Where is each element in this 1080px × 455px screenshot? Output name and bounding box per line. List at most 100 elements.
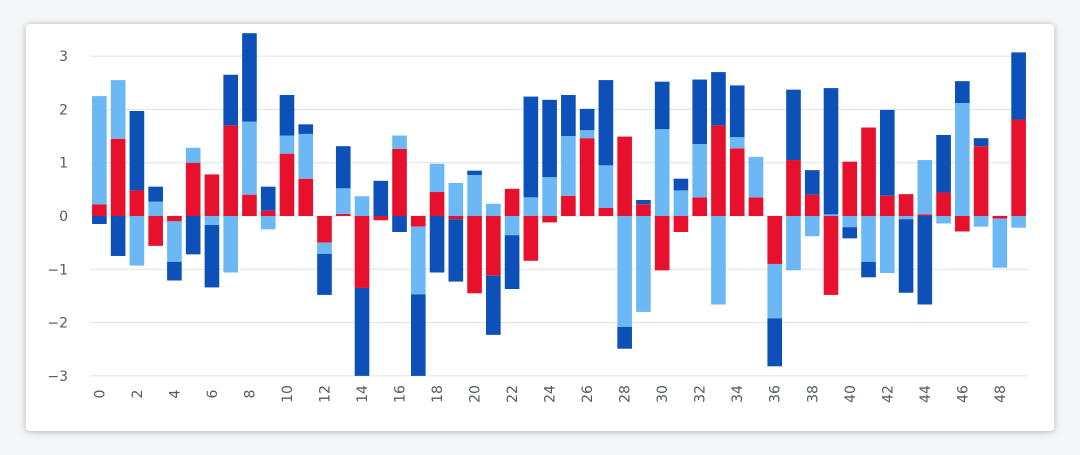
bar-series_2-3 (148, 201, 163, 216)
bar-series_2-8 (242, 121, 257, 195)
bar-series_3-29 (636, 200, 651, 205)
bar-series_3-2 (129, 111, 145, 191)
bar-series_1-44 (917, 214, 933, 216)
bar-series_3-30 (654, 81, 670, 130)
x-tick-label: 2 (130, 390, 146, 399)
y-tick-label: 3 (59, 49, 68, 65)
x-tick-label: 48 (993, 385, 1009, 403)
x-tick-label: 44 (918, 385, 934, 403)
bar-series_2-35 (748, 156, 764, 198)
bar-series_3-3 (148, 186, 163, 202)
x-tick-label: 26 (580, 385, 596, 403)
bar-series_2-27 (598, 165, 614, 209)
bar-series_3-25 (561, 95, 576, 137)
bar-series_2-5 (185, 147, 201, 163)
bar-series_2-45 (936, 216, 951, 224)
bar-series_3-24 (542, 99, 557, 178)
x-tick-label: 10 (280, 385, 296, 403)
bar-series_2-18 (429, 163, 445, 193)
bar-series_1-28 (617, 136, 632, 216)
bar-series_3-19 (448, 219, 464, 282)
bar-series_1-10 (279, 153, 295, 216)
x-tick-label: 24 (543, 385, 559, 403)
bar-series_2-20 (467, 174, 482, 216)
bar-series_2-16 (392, 135, 407, 149)
bar-series_3-20 (467, 170, 482, 175)
bar-series_3-38 (804, 170, 820, 195)
bar-series_1-8 (242, 194, 257, 216)
bar-series_3-5 (185, 216, 201, 255)
bar-marks (92, 33, 1026, 376)
bar-series_1-41 (861, 127, 876, 216)
bar-series_3-4 (167, 261, 182, 281)
bar-series_3-26 (579, 108, 595, 131)
bar-series_2-47 (973, 216, 989, 227)
x-tick-label: 8 (242, 390, 258, 399)
bar-series_1-27 (598, 208, 614, 216)
x-tick-label: 12 (318, 385, 334, 403)
y-tick-label: −1 (47, 262, 68, 278)
bar-series_1-2 (129, 190, 145, 216)
bar-series_3-23 (523, 96, 539, 198)
bar-series_3-8 (242, 33, 257, 122)
bar-series_1-26 (579, 138, 595, 216)
x-axis-tick-labels: 0 2 4 6 8 10 12 14 16 18 20 22 24 26 28 30 32 34 36 38 40 42 4… (92, 385, 1008, 403)
x-tick-label: 40 (843, 385, 859, 403)
bar-series_2-34 (729, 137, 745, 149)
bar-series_1-32 (692, 197, 708, 216)
bar-series_3-27 (598, 80, 614, 166)
bar-series_1-18 (429, 192, 445, 216)
bar-series_1-1 (110, 138, 126, 216)
bar-series_1-29 (636, 204, 651, 216)
bar-series_3-32 (692, 79, 708, 145)
bar-series_1-21 (486, 216, 501, 276)
x-tick-label: 32 (693, 385, 709, 403)
bar-series_1-35 (748, 197, 764, 216)
bar-series_3-42 (879, 109, 895, 196)
bar-series_3-10 (279, 95, 295, 136)
bar-series_2-25 (561, 136, 576, 196)
bar-series_1-38 (804, 194, 820, 216)
bar-series_2-23 (523, 197, 539, 216)
bar-series_1-7 (223, 125, 239, 216)
bar-series_1-23 (523, 216, 539, 261)
bar-series_3-44 (917, 216, 933, 305)
bar-series_3-28 (617, 326, 632, 349)
bar-series_2-31 (673, 190, 689, 216)
bar-series_2-24 (542, 177, 557, 216)
bar-series_2-28 (617, 216, 632, 327)
bar-series_1-17 (410, 216, 426, 227)
bar-series_1-16 (392, 148, 407, 216)
bar-series_3-41 (861, 261, 876, 278)
bar-series_2-1 (110, 80, 126, 139)
y-tick-label: 2 (59, 102, 68, 118)
bar-series_2-22 (504, 216, 520, 236)
bar-series_2-44 (917, 160, 933, 215)
bar-series_1-46 (955, 216, 970, 232)
bar-series_3-15 (373, 180, 389, 216)
bar-series_1-49 (1011, 119, 1026, 216)
x-tick-label: 20 (468, 385, 484, 403)
bar-series_2-12 (317, 242, 332, 254)
bar-series_1-47 (973, 146, 989, 216)
y-tick-label: −2 (47, 316, 68, 332)
bar-series_3-12 (317, 253, 332, 295)
x-tick-label: 6 (205, 389, 221, 398)
y-tick-label: −3 (47, 369, 68, 385)
bar-series_3-16 (392, 216, 407, 232)
x-tick-label: 0 (92, 390, 108, 399)
bar-series_2-26 (579, 130, 595, 139)
bar-series_2-7 (223, 216, 239, 273)
bar-series_2-41 (861, 216, 876, 262)
bar-series_3-0 (92, 216, 107, 224)
bar-series_3-31 (673, 178, 689, 191)
bar-series_2-19 (448, 182, 464, 216)
bar-series_2-37 (786, 216, 801, 271)
bar-series_3-13 (335, 146, 351, 189)
bar-series_2-6 (204, 216, 220, 226)
bar-series_1-4 (167, 216, 182, 222)
bar-series_2-17 (410, 226, 426, 295)
bar-series_2-4 (167, 221, 182, 262)
bar-series_3-14 (354, 287, 370, 376)
bar-series_3-45 (936, 134, 951, 193)
